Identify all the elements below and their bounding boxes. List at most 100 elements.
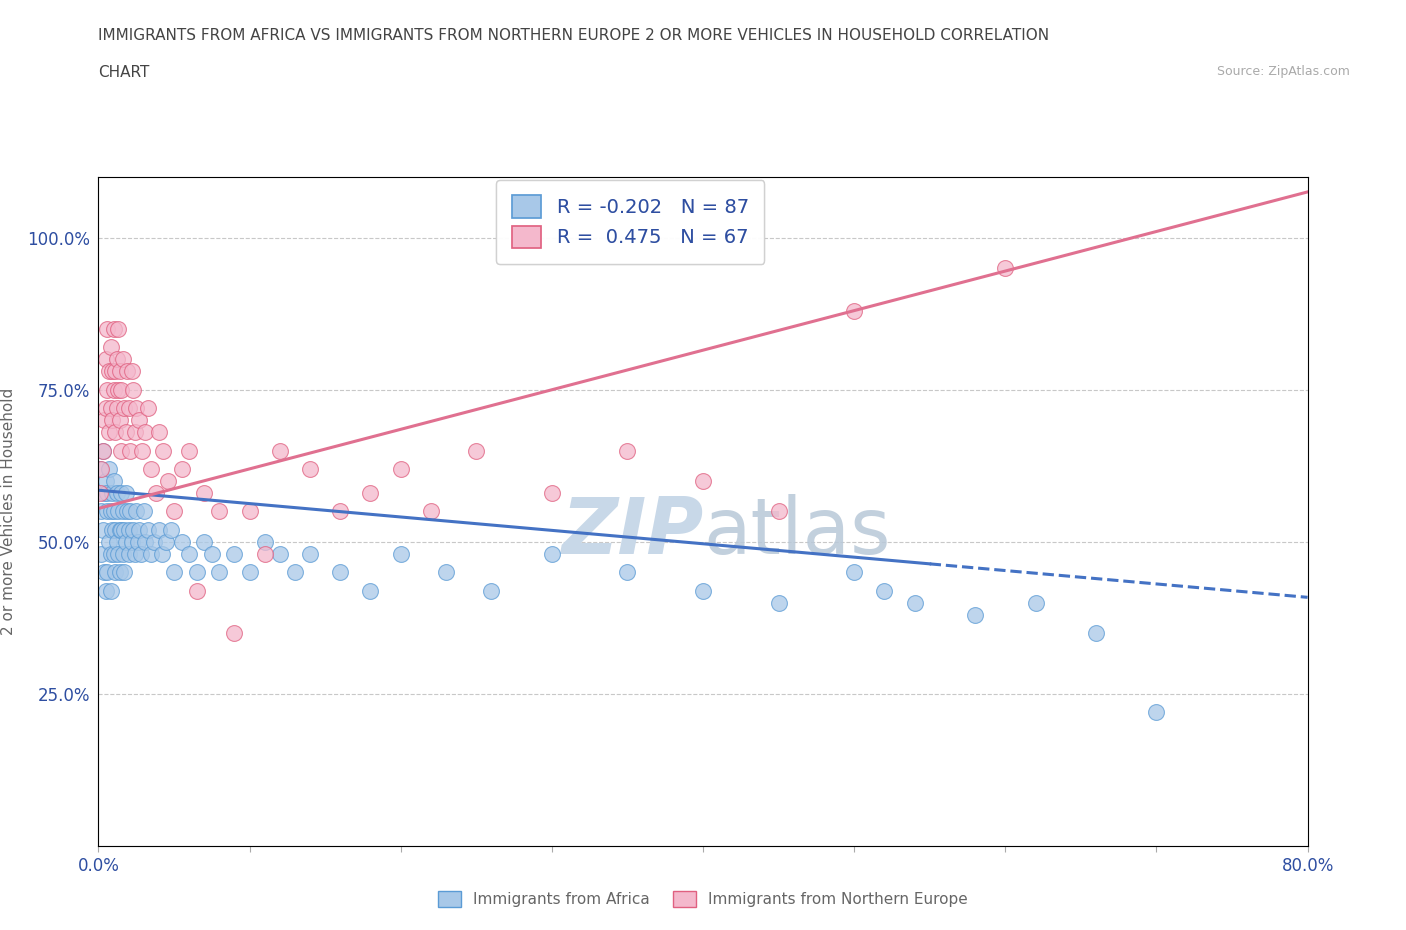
Point [692, 473, 714, 488]
Point [98, 535, 121, 550]
Point [179, 444, 201, 458]
Point [111, 504, 134, 519]
Text: Source: ZipAtlas.com: Source: ZipAtlas.com [1216, 65, 1350, 78]
Point [115, 504, 138, 519]
Point [89, 461, 111, 476]
Point [179, 547, 201, 562]
Point [269, 547, 291, 562]
Point [128, 413, 150, 428]
Point [96, 504, 118, 519]
Point [616, 565, 638, 579]
Point [1144, 705, 1167, 720]
Point [100, 339, 122, 354]
Point [163, 565, 186, 579]
Text: atlas: atlas [703, 494, 890, 569]
Point [193, 535, 215, 550]
Point [91, 444, 114, 458]
Point [150, 547, 173, 562]
Point [101, 485, 124, 500]
Point [118, 547, 141, 562]
Point [481, 583, 503, 598]
Point [108, 523, 131, 538]
Point [105, 401, 128, 416]
Point [208, 504, 231, 519]
Point [143, 535, 166, 550]
Point [148, 425, 170, 440]
Point [124, 547, 146, 562]
Point [94, 401, 117, 416]
Point [104, 523, 127, 538]
Point [114, 485, 136, 500]
Point [115, 364, 138, 379]
Point [94, 583, 117, 598]
Point [768, 595, 790, 610]
Point [101, 364, 124, 379]
Point [299, 547, 322, 562]
Point [125, 504, 148, 519]
Point [94, 473, 117, 488]
Point [360, 485, 382, 500]
Point [253, 547, 276, 562]
Point [965, 607, 987, 622]
Point [103, 322, 125, 337]
Point [131, 444, 153, 458]
Point [101, 413, 124, 428]
Point [239, 565, 262, 579]
Point [111, 352, 134, 366]
Point [299, 461, 322, 476]
Point [94, 352, 117, 366]
Point [994, 260, 1017, 275]
Point [1024, 595, 1046, 610]
Point [540, 547, 562, 562]
Point [107, 382, 129, 397]
Point [110, 523, 132, 538]
Point [108, 364, 131, 379]
Point [170, 535, 193, 550]
Point [269, 444, 291, 458]
Point [129, 547, 152, 562]
Point [284, 565, 307, 579]
Point [163, 504, 186, 519]
Point [128, 523, 150, 538]
Point [434, 565, 457, 579]
Point [132, 504, 155, 519]
Legend: R = -0.202   N = 87, R =  0.475   N = 67: R = -0.202 N = 87, R = 0.475 N = 67 [496, 179, 765, 263]
Point [93, 565, 115, 579]
Point [160, 523, 183, 538]
Point [105, 535, 128, 550]
Point [96, 382, 118, 397]
Point [329, 504, 352, 519]
Point [616, 444, 638, 458]
Point [100, 401, 122, 416]
Point [124, 425, 146, 440]
Point [904, 595, 927, 610]
Point [125, 401, 148, 416]
Legend: Immigrants from Africa, Immigrants from Northern Europe: Immigrants from Africa, Immigrants from … [432, 884, 974, 913]
Point [110, 485, 132, 500]
Point [121, 364, 143, 379]
Point [104, 565, 127, 579]
Point [91, 444, 114, 458]
Point [103, 504, 125, 519]
Point [100, 547, 122, 562]
Text: ZIP: ZIP [561, 494, 703, 569]
Point [104, 425, 127, 440]
Point [96, 565, 118, 579]
Point [540, 485, 562, 500]
Point [96, 322, 118, 337]
Point [98, 461, 121, 476]
Point [108, 565, 131, 579]
Point [114, 425, 136, 440]
Point [90, 504, 112, 519]
Point [112, 523, 135, 538]
Point [98, 425, 121, 440]
Point [152, 444, 174, 458]
Point [114, 535, 136, 550]
Point [110, 444, 132, 458]
Point [118, 523, 141, 538]
Point [103, 547, 125, 562]
Point [156, 473, 179, 488]
Point [170, 461, 193, 476]
Point [118, 401, 141, 416]
Point [145, 485, 167, 500]
